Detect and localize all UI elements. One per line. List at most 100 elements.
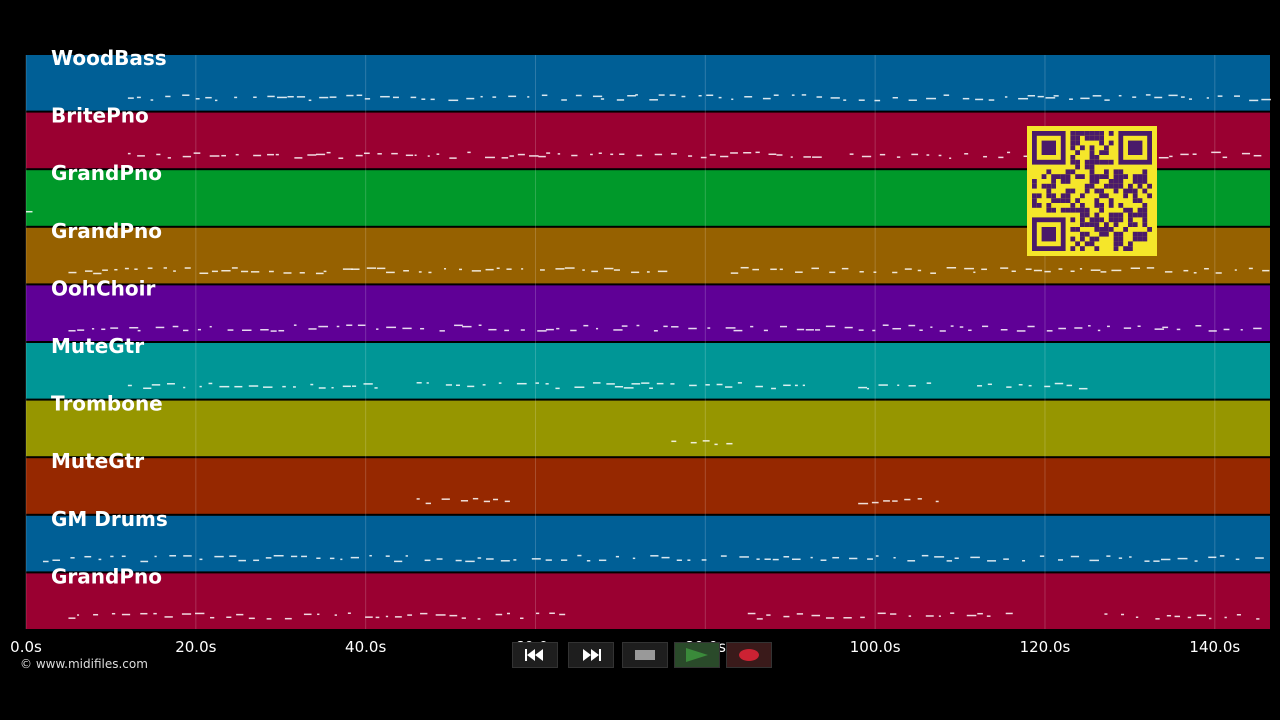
note-event — [1104, 613, 1108, 615]
track-lane[interactable] — [26, 400, 1270, 457]
note-event — [1027, 95, 1036, 97]
note-event — [1224, 616, 1227, 619]
note-event — [671, 153, 677, 155]
note-event — [275, 153, 279, 156]
note-event — [292, 386, 296, 388]
note-event — [877, 612, 886, 615]
note-event — [209, 325, 212, 328]
note-event — [1022, 560, 1026, 562]
note-event — [1146, 267, 1155, 269]
note-event — [193, 152, 201, 154]
qr-module — [1104, 222, 1109, 227]
qr-module — [1060, 174, 1066, 179]
note-event — [810, 556, 813, 559]
play-button[interactable] — [674, 642, 720, 668]
note-event — [1088, 325, 1091, 327]
time-tick-label: 100.0s — [850, 638, 901, 656]
note-event — [449, 157, 457, 159]
qr-module — [1104, 174, 1109, 179]
note-event — [307, 154, 317, 156]
note-event — [405, 154, 414, 157]
note-event — [970, 556, 980, 559]
note-event — [858, 502, 869, 505]
note-event — [477, 557, 482, 559]
time-tick-label: 140.0s — [1189, 638, 1240, 656]
note-event — [278, 329, 285, 332]
qr-module — [1142, 231, 1148, 237]
qr-module — [1089, 174, 1095, 179]
note-event — [561, 559, 568, 561]
track-lane[interactable] — [26, 343, 1270, 399]
qr-module — [1094, 212, 1100, 218]
note-event — [964, 153, 969, 155]
track-label: Trombone — [51, 392, 163, 416]
note-event — [482, 384, 486, 386]
note-event — [1144, 560, 1150, 562]
note-event — [1249, 99, 1259, 102]
note-event — [755, 151, 760, 154]
note-event — [586, 560, 591, 562]
note-event — [459, 268, 462, 271]
track-lane[interactable] — [26, 458, 1270, 514]
qr-module — [1056, 174, 1061, 179]
note-event — [195, 98, 200, 100]
qr-module — [1099, 150, 1104, 155]
qr-code[interactable] — [1027, 126, 1157, 256]
note-event — [546, 152, 551, 154]
note-event — [861, 155, 872, 158]
note-event — [282, 385, 286, 388]
record-button[interactable] — [726, 642, 772, 668]
qr-module — [1104, 183, 1109, 189]
note-event — [892, 500, 898, 502]
note-event — [267, 153, 274, 156]
note-event — [376, 328, 379, 330]
track-lane[interactable] — [26, 285, 1270, 341]
note-event — [1215, 272, 1222, 274]
qr-module — [1084, 241, 1090, 247]
note-event — [167, 157, 171, 159]
rewind-button[interactable] — [512, 642, 558, 668]
note-event — [591, 270, 598, 273]
note-event — [701, 559, 707, 561]
qr-module — [1118, 231, 1124, 237]
note-event — [326, 151, 331, 154]
qr-module — [1118, 203, 1124, 208]
note-event — [779, 268, 783, 271]
note-event — [377, 153, 382, 155]
stop-button[interactable] — [622, 642, 668, 668]
note-event — [1217, 95, 1223, 97]
note-event — [656, 382, 664, 385]
note-event — [509, 155, 514, 157]
note-event — [449, 614, 458, 617]
note-event — [849, 153, 854, 155]
qr-module — [1108, 131, 1114, 136]
qr-module — [1113, 222, 1119, 227]
note-event — [938, 615, 941, 617]
note-event — [825, 617, 835, 619]
track-lane[interactable] — [26, 573, 1270, 629]
note-event — [1153, 560, 1160, 562]
note-event — [496, 267, 500, 270]
fast-forward-button[interactable] — [568, 642, 614, 668]
note-event — [614, 385, 624, 388]
note-event — [981, 268, 987, 271]
qr-module — [1084, 183, 1090, 189]
note-event — [208, 382, 213, 385]
note-event — [600, 98, 605, 100]
note-event — [1196, 614, 1207, 617]
track-lane[interactable] — [26, 55, 1270, 111]
note-event — [815, 329, 821, 331]
note-event — [982, 325, 989, 328]
track-lane[interactable] — [26, 515, 1270, 572]
note-event — [221, 269, 231, 272]
qr-module — [1070, 203, 1076, 208]
qr-module — [1080, 222, 1085, 227]
note-event — [1194, 560, 1198, 562]
note-event — [619, 153, 625, 155]
note-event — [93, 272, 102, 275]
note-event — [1080, 97, 1090, 100]
note-event — [598, 152, 602, 154]
note-event — [762, 97, 771, 100]
note-event — [248, 385, 259, 387]
